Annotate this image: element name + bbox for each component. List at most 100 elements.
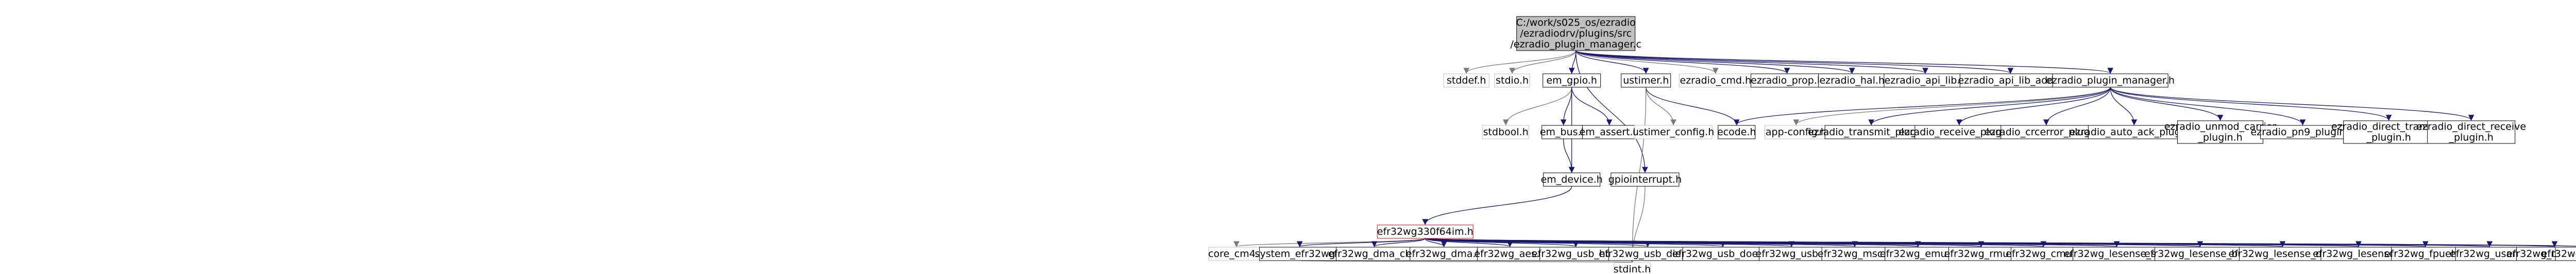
node-ezradio-plugin-manager[interactable]: ezradio_plugin_manager.h bbox=[2046, 73, 2175, 88]
node-label: stdio.h bbox=[1496, 75, 1529, 86]
node-box bbox=[1884, 73, 1967, 88]
node-aes[interactable]: efr32wg_aes.h bbox=[1474, 247, 1546, 261]
node-box bbox=[1608, 247, 1687, 261]
edge-root-to-ezradio-hal bbox=[1575, 50, 1855, 74]
edge-ezradio-plugin-manager-to-ecode bbox=[1734, 87, 2111, 126]
node-ustimer[interactable]: ustimer.h bbox=[1621, 73, 1671, 88]
node-timer[interactable]: efr32wg_timer.h bbox=[2541, 247, 2576, 261]
node-box bbox=[1621, 73, 1671, 88]
node-label: em_assert.h bbox=[1580, 126, 1639, 138]
node-box bbox=[1541, 125, 1586, 139]
node-dma-ch[interactable]: efr32wg_dma_ch.h bbox=[1328, 247, 1421, 261]
node-lesense-ch[interactable]: efr32wg_lesense_ch.h bbox=[2229, 247, 2337, 261]
node-stddef: stddef.h bbox=[1443, 73, 1489, 88]
node-lesense[interactable]: efr32wg_lesense.h bbox=[2313, 247, 2404, 261]
node-label: ezradio_prop.h bbox=[1751, 75, 1823, 86]
node-ezradio-api-lib-add[interactable]: ezradio_api_lib_add.h bbox=[1958, 73, 2063, 88]
node-ustimer-config: ustimer_config.h bbox=[1633, 125, 1714, 139]
edge-ezradio-plugin-manager-to-direct-transmit-plugin bbox=[2110, 87, 2392, 121]
node-box bbox=[2427, 120, 2516, 144]
node-cmu[interactable]: efr32wg_cmu.h bbox=[2006, 247, 2081, 261]
node-fpueh[interactable]: efr32wg_fpueh.h bbox=[2384, 247, 2467, 261]
node-ezradio-api-lib[interactable]: ezradio_api_lib.h bbox=[1884, 73, 1967, 88]
node-label: ezradio_receive_plugin.h bbox=[1899, 126, 2020, 138]
node-label: stdbool.h bbox=[1483, 126, 1529, 138]
node-dma[interactable]: efr32wg_dma.h bbox=[1406, 247, 1482, 261]
node-box bbox=[1818, 73, 1886, 88]
node-box bbox=[1539, 247, 1613, 261]
node-label: efr32wg_msc.h bbox=[1818, 248, 1892, 260]
node-label: ezradio_unmod_carrier bbox=[2164, 121, 2277, 133]
edge-root-to-stddef bbox=[1463, 50, 1577, 74]
node-em-device[interactable]: em_device.h bbox=[1541, 172, 1603, 187]
node-crcerror-plugin[interactable]: ezradio_crcerror_plugin.h bbox=[1985, 125, 2108, 139]
node-stdint: stdint.h bbox=[1614, 262, 1651, 274]
edge-efr32wg-to-dma bbox=[1425, 238, 1447, 248]
edge-system-efr32wg-to-stdint bbox=[1299, 255, 1633, 263]
node-label: _plugin.h bbox=[2366, 132, 2411, 143]
node-label: /ezradio_plugin_manager.c bbox=[1511, 39, 1641, 50]
node-label: efr32wg_aes.h bbox=[1474, 248, 1546, 260]
node-msc[interactable]: efr32wg_msc.h bbox=[1818, 247, 1892, 261]
node-stdio: stdio.h bbox=[1494, 73, 1530, 88]
node-ezradio-hal[interactable]: ezradio_hal.h bbox=[1818, 73, 1886, 88]
node-label: efr32wg_usart.h bbox=[2450, 248, 2529, 260]
node-label: ezradio_crcerror_plugin.h bbox=[1985, 126, 2108, 138]
node-ecode[interactable]: ecode.h bbox=[1717, 125, 1756, 139]
node-usb-diep[interactable]: efr32wg_usb_diep.h bbox=[1599, 247, 1697, 261]
node-usb[interactable]: efr32wg_usb.h bbox=[1756, 247, 1828, 261]
node-transmit-plugin[interactable]: ezradio_transmit_plugin.h bbox=[1808, 125, 1935, 139]
node-usb-hc[interactable]: efr32wg_usb_hc.h bbox=[1532, 247, 1620, 261]
node-box bbox=[2343, 120, 2435, 144]
edge-root-to-ezradio-api-lib bbox=[1575, 50, 1928, 74]
node-label: efr32wg_usb_diep.h bbox=[1599, 248, 1697, 260]
node-label: stdint.h bbox=[1614, 264, 1651, 274]
node-box bbox=[1948, 247, 2014, 261]
edge-ezradio-plugin-manager-to-crcerror-plugin bbox=[2043, 87, 2111, 126]
node-unmod-carrier-plugin[interactable]: ezradio_unmod_carrier_plugin.h bbox=[2164, 120, 2277, 144]
edge-root-to-gpiointerrupt bbox=[1575, 50, 1648, 173]
node-box bbox=[1679, 73, 1752, 88]
node-box bbox=[1582, 125, 1637, 139]
node-system-efr32wg[interactable]: system_efr32wg.h bbox=[1255, 247, 1345, 261]
edge-efr32wg-to-aes bbox=[1425, 238, 1513, 248]
node-box bbox=[1824, 125, 1918, 139]
edge-ustimer-to-ecode bbox=[1646, 87, 1740, 126]
edge-em-gpio-to-em-bus bbox=[1560, 87, 1572, 126]
node-em-assert[interactable]: em_assert.h bbox=[1580, 125, 1639, 139]
edge-ezradio-plugin-manager-to-auto-ack-plugin bbox=[2110, 87, 2138, 126]
node-box bbox=[2088, 125, 2180, 139]
node-box bbox=[1377, 224, 1473, 239]
node-label: efr32wg_cmu.h bbox=[2006, 248, 2081, 260]
node-receive-plugin[interactable]: ezradio_receive_plugin.h bbox=[1899, 125, 2020, 139]
node-box bbox=[2555, 247, 2576, 261]
node-ezradio-prop[interactable]: ezradio_prop.h bbox=[1751, 73, 1824, 88]
node-efr32wg[interactable]: efr32wg330f64im.h bbox=[1377, 224, 1473, 239]
node-label: efr32wg_usb.h bbox=[1756, 248, 1828, 260]
node-direct-receive-plugin[interactable]: ezradio_direct_receive_plugin.h bbox=[2416, 120, 2526, 144]
node-box bbox=[1611, 172, 1680, 187]
node-root[interactable]: C:/work/s025_os/ezradio/ezradiodrv/plugi… bbox=[1511, 16, 1641, 51]
node-pn9-plugin[interactable]: ezradio_pn9_plugin.h bbox=[2250, 125, 2355, 139]
node-rmu[interactable]: efr32wg_rmu.h bbox=[1944, 247, 2019, 261]
node-usb-doep[interactable]: efr32wg_usb_doep.h bbox=[1672, 247, 1774, 261]
node-direct-transmit-plugin[interactable]: ezradio_direct_transmit_plugin.h bbox=[2331, 120, 2446, 144]
node-gpiointerrupt[interactable]: gpiointerrupt.h bbox=[1608, 172, 1682, 187]
node-label: ezradio_api_lib_add.h bbox=[1958, 75, 2063, 86]
node-em-gpio[interactable]: em_gpio.h bbox=[1543, 73, 1601, 88]
node-em-bus[interactable]: em_bus.h bbox=[1540, 125, 1587, 139]
node-box bbox=[1410, 247, 1479, 261]
node-box bbox=[2391, 247, 2460, 261]
node-box bbox=[1443, 73, 1489, 88]
node-box bbox=[2073, 247, 2161, 261]
node-box bbox=[1336, 247, 1413, 261]
node-box bbox=[1614, 262, 1651, 274]
node-lesense-buf[interactable]: efr32wg_lesense_buf.h bbox=[2144, 247, 2256, 261]
node-emu[interactable]: efr32wg_emu.h bbox=[1880, 247, 1956, 261]
node-label: /ezradiodrv/plugins/src bbox=[1520, 28, 1632, 39]
node-auto-ack-plugin[interactable]: ezradio_auto_ack_plugin.h bbox=[2070, 125, 2199, 139]
node-usart[interactable]: efr32wg_usart.h bbox=[2450, 247, 2529, 261]
node-lesense-st[interactable]: efr32wg_lesense_st.h bbox=[2064, 247, 2170, 261]
node-label: ezradio_auto_ack_plugin.h bbox=[2070, 126, 2199, 138]
